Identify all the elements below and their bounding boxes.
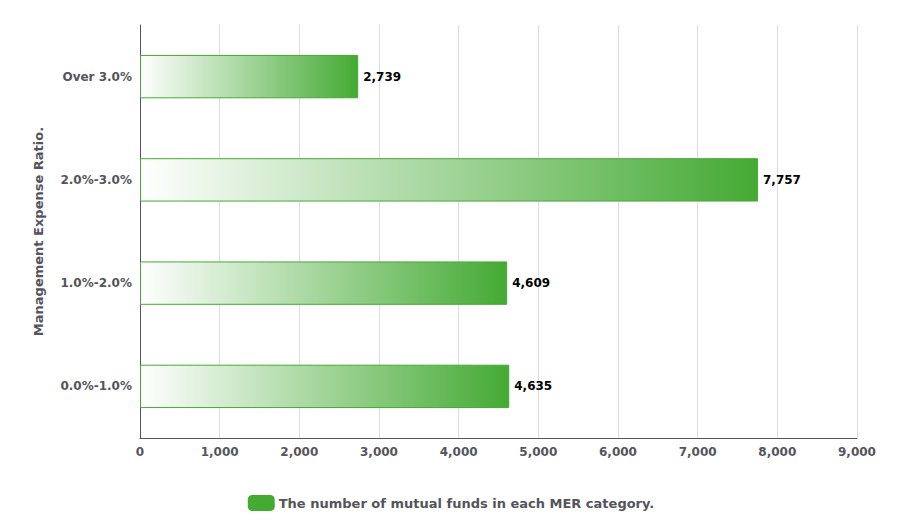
svg-text:2.0%-3.0%: 2.0%-3.0%: [60, 173, 132, 187]
svg-text:0: 0: [136, 445, 144, 459]
svg-text:7,000: 7,000: [679, 445, 717, 459]
svg-text:2,000: 2,000: [280, 445, 318, 459]
svg-text:4,635: 4,635: [514, 379, 552, 393]
svg-text:5,000: 5,000: [519, 445, 557, 459]
svg-text:0.0%-1.0%: 0.0%-1.0%: [60, 379, 132, 393]
svg-text:Management Expense Ratio.: Management Expense Ratio.: [31, 127, 46, 336]
svg-text:7,757: 7,757: [763, 173, 801, 187]
svg-text:4,609: 4,609: [512, 276, 550, 290]
svg-text:6,000: 6,000: [599, 445, 637, 459]
svg-text:1,000: 1,000: [201, 445, 239, 459]
svg-text:Over 3.0%: Over 3.0%: [62, 70, 132, 84]
svg-text:2,739: 2,739: [363, 70, 401, 84]
svg-text:1.0%-2.0%: 1.0%-2.0%: [60, 276, 132, 290]
svg-text:9,000: 9,000: [838, 445, 876, 459]
svg-text:4,000: 4,000: [440, 445, 478, 459]
svg-text:The number of mutual funds in: The number of mutual funds in each MER c…: [279, 496, 655, 511]
svg-text:3,000: 3,000: [360, 445, 398, 459]
svg-text:8,000: 8,000: [758, 445, 796, 459]
